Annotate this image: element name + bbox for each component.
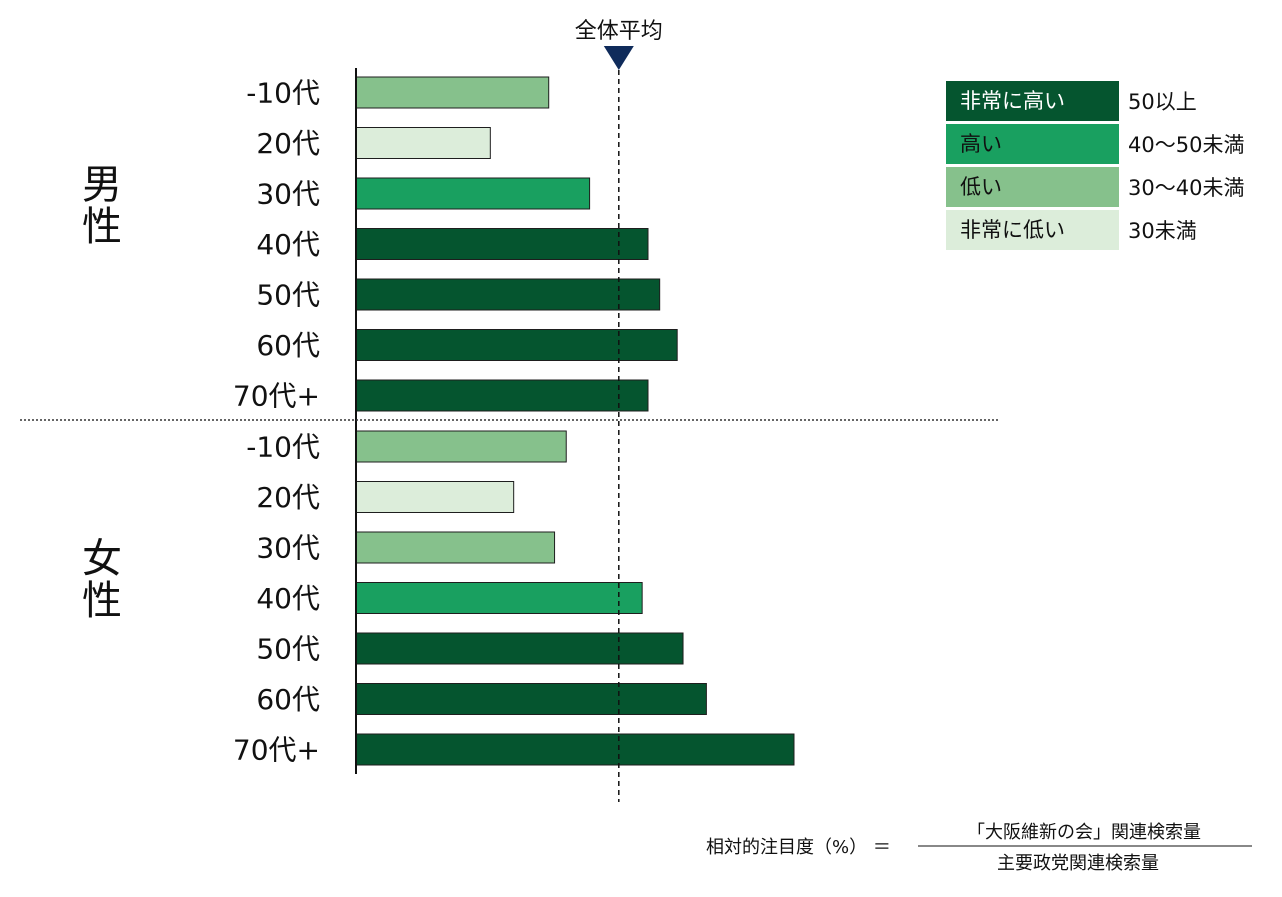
bar-female-5 [355, 683, 707, 715]
legend-range: 50以上 [1128, 90, 1197, 114]
legend-label: 高い [960, 132, 1002, 156]
category-label: 30代 [256, 532, 320, 565]
gender-label-char: 性 [82, 578, 122, 624]
category-label: 20代 [256, 127, 320, 160]
legend-swatch [946, 210, 1119, 250]
bar-male-4 [355, 278, 661, 311]
legend-swatch [946, 81, 1119, 121]
legend-label: 低い [960, 175, 1002, 199]
bar-male-5 [355, 329, 678, 361]
category-label: 70代+ [233, 380, 320, 413]
category-label: 40代 [256, 582, 320, 615]
category-label: 20代 [256, 481, 320, 514]
bar-male-2 [355, 177, 591, 210]
bar-female-6 [355, 733, 795, 766]
bar-male-0 [355, 76, 550, 109]
bar-female-0 [355, 430, 567, 463]
category-label: 70代+ [233, 734, 320, 767]
category-label: 60代 [256, 683, 320, 716]
category-label: 30代 [256, 178, 320, 211]
formula-denominator: 主要政党関連検索量 [997, 853, 1159, 874]
legend-label: 非常に高い [960, 89, 1065, 113]
legend-label: 非常に低い [960, 218, 1065, 242]
category-label: 50代 [256, 279, 320, 312]
bar-female-1 [355, 481, 515, 513]
bars-layer [355, 76, 795, 766]
average-marker-triangle [603, 46, 634, 70]
category-label: 60代 [256, 329, 320, 362]
average-label: 全体平均 [575, 19, 663, 44]
bar-male-6 [355, 379, 649, 412]
gender-label-char: 性 [82, 204, 122, 250]
legend-swatch [946, 167, 1119, 207]
legend-swatch [946, 124, 1119, 164]
category-label: -10代 [246, 431, 320, 464]
category-label: -10代 [246, 77, 320, 110]
gender-label-char: 男 [82, 162, 122, 208]
category-label: 40代 [256, 228, 320, 261]
legend-range: 40〜50未満 [1128, 133, 1244, 157]
formula-lhs: 相対的注目度（%） ＝ [706, 837, 891, 858]
legend-range: 30〜40未満 [1128, 176, 1244, 200]
bar-female-4 [355, 632, 684, 665]
formula-numerator: 「大阪維新の会」関連検索量 [967, 822, 1201, 843]
bar-male-3 [355, 228, 649, 260]
gender-label-char: 女 [82, 536, 122, 582]
category-label: 50代 [256, 633, 320, 666]
legend-range: 30未満 [1128, 219, 1197, 243]
axes-layer [20, 46, 998, 802]
labels-layer: -10代20代30代40代50代60代70代+男性-10代20代30代40代50… [82, 19, 663, 767]
bar-female-3 [355, 582, 643, 614]
bar-female-2 [355, 531, 556, 564]
bar-male-1 [355, 127, 491, 159]
